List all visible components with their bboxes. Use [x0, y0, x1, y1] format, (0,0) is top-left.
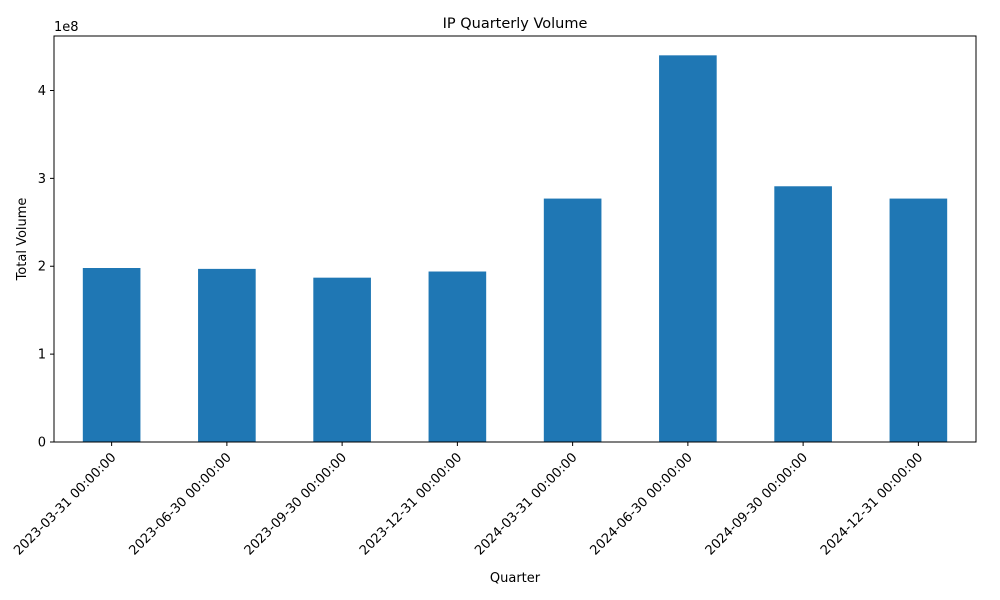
bar-2023-03-31: [82, 268, 141, 442]
x-tick-label: 2023-06-30 00:00:00: [126, 450, 234, 558]
bar-2023-12-31: [428, 271, 487, 442]
y-tick-label: 2: [38, 260, 46, 275]
bar-2024-03-31: [543, 198, 602, 442]
y-axis-label: Total Volume: [15, 198, 30, 282]
x-tick-label: 2023-12-31 00:00:00: [357, 450, 465, 558]
x-axis-label: Quarter: [490, 571, 541, 586]
plot-frame: [53, 35, 977, 443]
x-tick-label: 2024-06-30 00:00:00: [587, 450, 695, 558]
bars-group: [82, 55, 948, 442]
bar-2024-09-30: [774, 186, 832, 442]
y-axis-multiplier: 1e8: [54, 20, 79, 35]
y-tick-label: 1: [38, 348, 46, 363]
bar-2023-06-30: [198, 268, 256, 442]
bar-2023-09-30: [313, 277, 371, 442]
x-tick-label: 2023-03-31 00:00:00: [11, 450, 119, 558]
x-tick-label: 2024-12-31 00:00:00: [818, 450, 926, 558]
y-tick-label: 4: [38, 84, 46, 99]
x-ticks-group: 2023-03-31 00:00:00 2023-06-30 00:00:00 20…: [11, 442, 926, 558]
bar-2024-12-31: [889, 198, 948, 442]
bar-2024-06-30: [659, 55, 717, 442]
y-tick-label: 0: [38, 436, 46, 451]
chart-title: IP Quarterly Volume: [443, 16, 588, 32]
y-tick-label: 3: [38, 172, 46, 187]
x-tick-label: 2024-03-31 00:00:00: [472, 450, 580, 558]
y-ticks-group: 0 1 2 3 4: [38, 84, 54, 451]
x-tick-label: 2023-09-30 00:00:00: [242, 450, 350, 558]
x-tick-label: 2024-09-30 00:00:00: [703, 450, 811, 558]
